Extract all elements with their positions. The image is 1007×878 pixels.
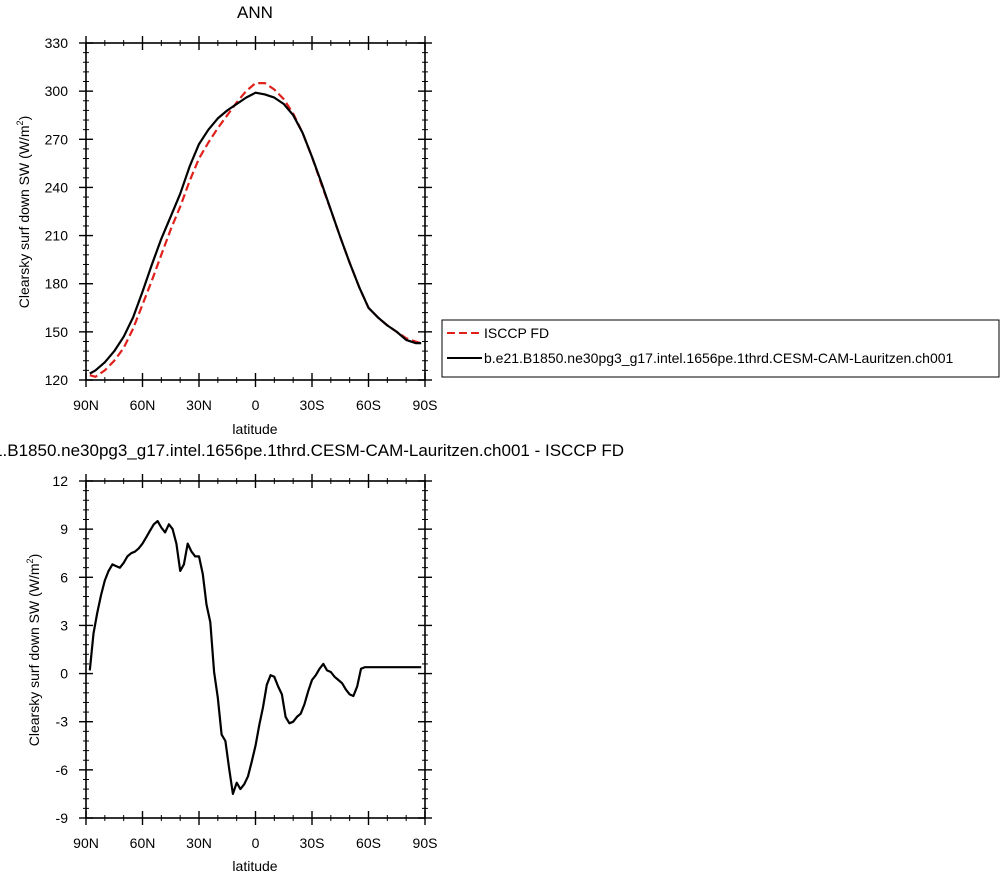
series-line-0 [88,519,422,796]
x-tick-label: 90N [73,835,99,851]
y-tick-label: 0 [60,666,68,682]
y-tick-label: 330 [45,35,69,51]
x-tick-label: 60N [130,397,156,413]
top-y-ticks: 120 150 180 210 240 270 300 330 [45,35,432,388]
y-tick-label: 3 [60,617,68,633]
y-tick-label: 6 [60,569,68,585]
legend-box [441,319,1000,378]
x-tick-label: 0 [252,835,260,851]
top-y-label: Clearsky surf down SW (W/m2) [15,116,32,309]
y-tick-label: 12 [52,473,68,489]
top-x-ticks: 90N 60N 30N 0 30S 60S 90S [73,36,437,413]
top-series [89,81,422,378]
x-tick-label: 60N [130,835,156,851]
legend: ISCCP FD b.e21.B1850.ne30pg3_g17.intel.1… [441,319,1000,378]
y-tick-label: 240 [45,179,69,195]
bottom-y-label-close: ) [26,554,42,559]
bottom-y-label-sup: 2 [25,558,35,563]
x-tick-label: 30S [300,397,325,413]
legend-label-model: b.e21.B1850.ne30pg3_g17.intel.1656pe.1th… [484,350,954,366]
x-tick-label: 90S [413,397,438,413]
top-x-label: latitude [232,421,277,437]
top-y-label-sup: 2 [15,120,25,125]
y-tick-label: -9 [56,810,69,826]
y-tick-label: 300 [45,83,69,99]
legend-label-isccp: ISCCP FD [484,325,549,341]
y-tick-label: 9 [60,521,68,537]
bottom-x-label: latitude [232,858,277,874]
x-tick-label: 30N [186,835,212,851]
y-tick-label: 150 [45,324,69,340]
x-tick-label: 60S [356,397,381,413]
x-tick-label: 90S [413,835,438,851]
bottom-plot-frame [85,480,426,819]
bottom-y-label-text: Clearsky surf down SW (W/m [26,563,42,746]
x-tick-label: 30N [186,397,212,413]
bottom-panel: b.e21.B1850.ne30pg3_g17.intel.1656pe.1th… [0,441,624,874]
top-title: ANN [237,3,273,22]
y-tick-label: 180 [45,276,69,292]
bottom-x-ticks: 90N 60N 30N 0 30S 60S 90S [73,474,437,851]
series-line-1 [89,91,422,375]
y-tick-label: 270 [45,131,69,147]
x-tick-label: 60S [356,835,381,851]
x-tick-label: 90N [73,397,99,413]
x-tick-label: 0 [252,397,260,413]
y-tick-label: 120 [45,372,69,388]
x-tick-label: 30S [300,835,325,851]
top-y-label-close: ) [16,116,32,121]
bottom-y-ticks: -9 -6 -3 0 3 6 9 12 [52,473,432,826]
bottom-series [88,519,422,796]
series-line-0 [89,81,422,378]
y-tick-label: -6 [56,762,69,778]
y-tick-label: 210 [45,228,69,244]
bottom-y-label: Clearsky surf down SW (W/m2) [25,554,42,747]
top-panel: ANN 120 150 180 210 240 270 300 330 90N 60N 30N 0 3… [15,3,1000,437]
bottom-title: b.e21.B1850.ne30pg3_g17.intel.1656pe.1th… [0,441,624,460]
y-tick-label: -3 [56,714,69,730]
top-y-label-text: Clearsky surf down SW (W/m [16,125,32,308]
